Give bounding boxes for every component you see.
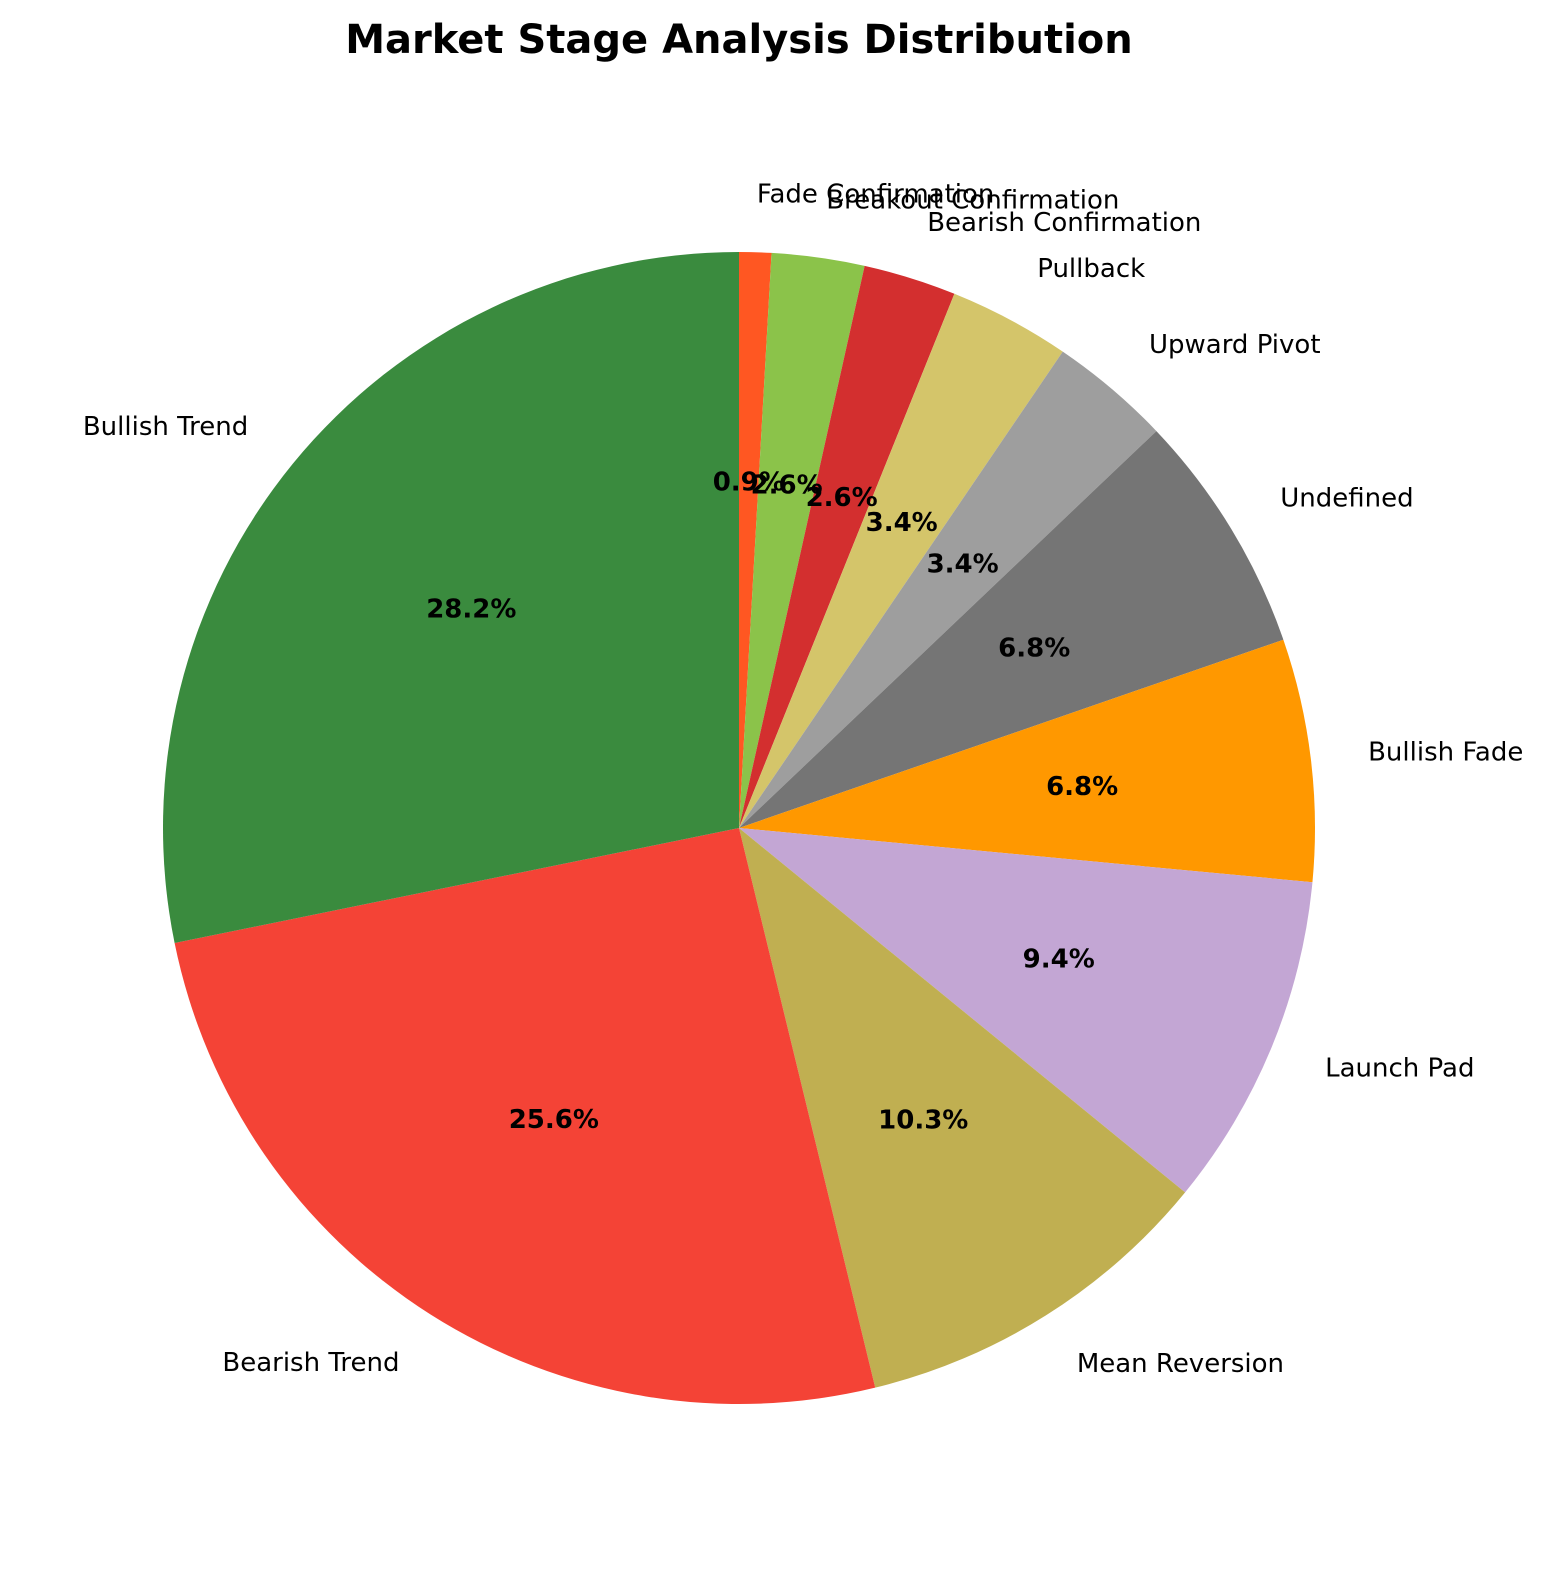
category-label-breakout-confirmation: Breakout Confirmation (826, 185, 1119, 215)
pie-slice-bullish-trend (162, 252, 740, 944)
chart-title: Market Stage Analysis Distribution (345, 17, 1132, 63)
percent-label-bullish-fade: 6.8% (1046, 772, 1118, 802)
pie-slice-mean-reversion (739, 828, 1186, 1388)
pie-slice-upward-pivot (739, 351, 1157, 828)
category-label-undefined: Undefined (1280, 484, 1413, 514)
percent-label-bearish-confirmation: 2.6% (806, 483, 878, 513)
percent-label-launch-pad: 9.4% (1023, 944, 1095, 974)
slices-layer (162, 252, 1315, 1404)
category-label-mean-reversion: Mean Reversion (1077, 1349, 1284, 1379)
pie-slice-pullback (739, 293, 1063, 828)
category-label-bearish-trend: Bearish Trend (222, 1348, 399, 1378)
percent-label-upward-pivot: 3.4% (927, 549, 999, 579)
category-label-pullback: Pullback (1037, 254, 1145, 284)
pie-slice-breakout-confirmation (739, 252, 865, 828)
category-label-bearish-confirmation: Bearish Confirmation (927, 208, 1201, 238)
pie-slice-bearish-trend (174, 828, 876, 1404)
percent-label-breakout-confirmation: 2.6% (751, 471, 823, 501)
pie-slice-bearish-confirmation (739, 265, 955, 828)
category-label-fade-confirmation: Fade Confirmation (757, 180, 994, 210)
category-label-bullish-trend: Bullish Trend (83, 412, 248, 442)
category-label-bullish-fade: Bullish Fade (1368, 738, 1523, 768)
percent-label-pullback: 3.4% (866, 508, 938, 538)
percent-label-undefined: 6.8% (998, 633, 1070, 663)
pie-slice-fade-confirmation (739, 252, 772, 828)
category-label-upward-pivot: Upward Pivot (1149, 330, 1321, 360)
pie-slice-bullish-fade (739, 639, 1315, 883)
category-label-launch-pad: Launch Pad (1325, 1054, 1474, 1084)
percent-label-bullish-trend: 28.2% (426, 594, 516, 624)
percent-label-mean-reversion: 10.3% (878, 1105, 968, 1135)
pie-slice-undefined (739, 431, 1284, 828)
percent-label-bearish-trend: 25.6% (509, 1105, 599, 1135)
pie-slice-launch-pad (739, 828, 1313, 1193)
percent-labels-layer: 0.9%2.6%2.6%3.4%3.4%6.8%6.8%9.4%10.3%25.… (426, 468, 1118, 1136)
percent-label-fade-confirmation: 0.9% (713, 468, 785, 498)
